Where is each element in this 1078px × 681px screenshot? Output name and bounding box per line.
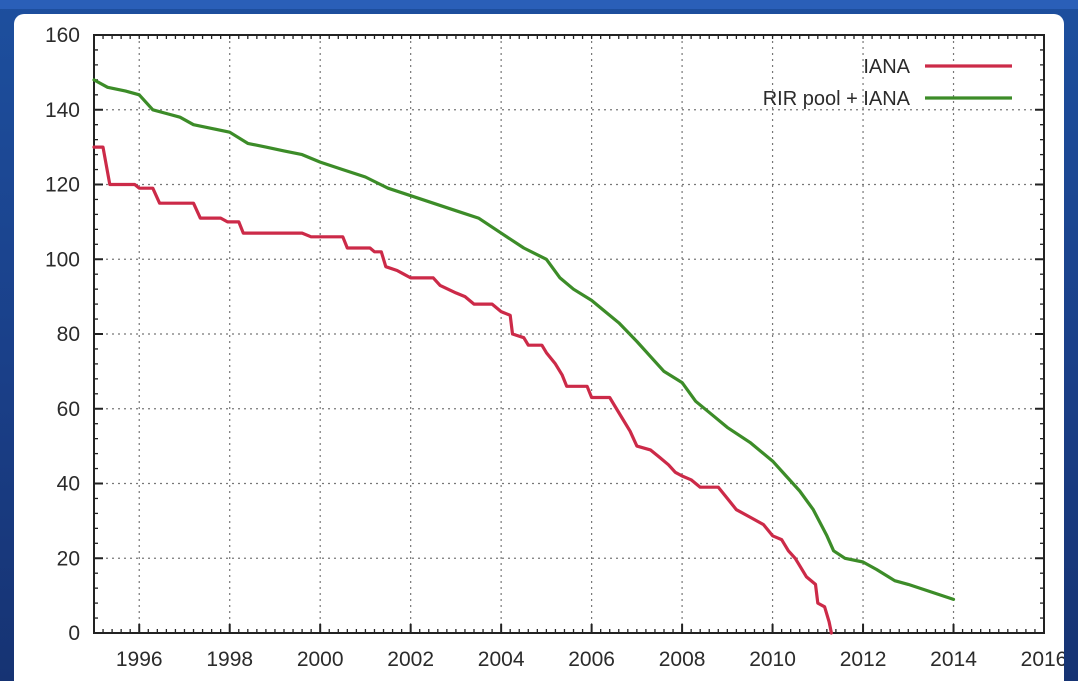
y-tick-label: 140 bbox=[45, 99, 80, 122]
y-tick-label: 100 bbox=[45, 248, 80, 271]
x-tick-label: 2000 bbox=[297, 648, 344, 671]
series-line-rir-pool-iana bbox=[92, 78, 956, 601]
y-tick-label: 120 bbox=[45, 174, 80, 197]
y-tick-label: 60 bbox=[57, 398, 80, 421]
slide-top-band bbox=[0, 0, 1078, 9]
legend-label-rir-pool-iana: RIR pool + IANA bbox=[763, 88, 911, 110]
axis-layer: 1996 1998 2000 2002 2004 2006 2008 2010 2012 2014… bbox=[45, 24, 1064, 671]
x-tick-label: 2012 bbox=[840, 648, 887, 671]
legend-label-iana: IANA bbox=[863, 56, 910, 78]
series-layer bbox=[92, 78, 956, 635]
series-line-iana bbox=[92, 145, 833, 635]
y-tick-label: 40 bbox=[57, 473, 80, 496]
x-tick-label: 1998 bbox=[206, 648, 253, 671]
x-tick-label: 2014 bbox=[930, 648, 977, 671]
y-tick-label: 20 bbox=[57, 547, 80, 570]
legend: IANA RIR pool + IANA bbox=[763, 56, 1012, 110]
y-tick-label: 160 bbox=[45, 24, 80, 47]
x-tick-label: 2006 bbox=[568, 648, 615, 671]
x-tick-label: 1996 bbox=[116, 648, 163, 671]
y-tick-label: 80 bbox=[57, 323, 80, 346]
y-tick-label: 0 bbox=[68, 622, 80, 645]
plot-frame bbox=[93, 34, 1045, 634]
x-tick-label: 2008 bbox=[659, 648, 706, 671]
grid-layer bbox=[94, 35, 1044, 633]
x-tick-label: 2010 bbox=[749, 648, 796, 671]
x-tick-label: 2002 bbox=[387, 648, 434, 671]
x-tick-label: 2004 bbox=[478, 648, 525, 671]
chart-panel: 1996 1998 2000 2002 2004 2006 2008 2010 2012 2014… bbox=[14, 14, 1064, 681]
x-tick-label: 2016 bbox=[1021, 648, 1064, 671]
line-chart: 1996 1998 2000 2002 2004 2006 2008 2010 2012 2014… bbox=[45, 24, 1064, 671]
